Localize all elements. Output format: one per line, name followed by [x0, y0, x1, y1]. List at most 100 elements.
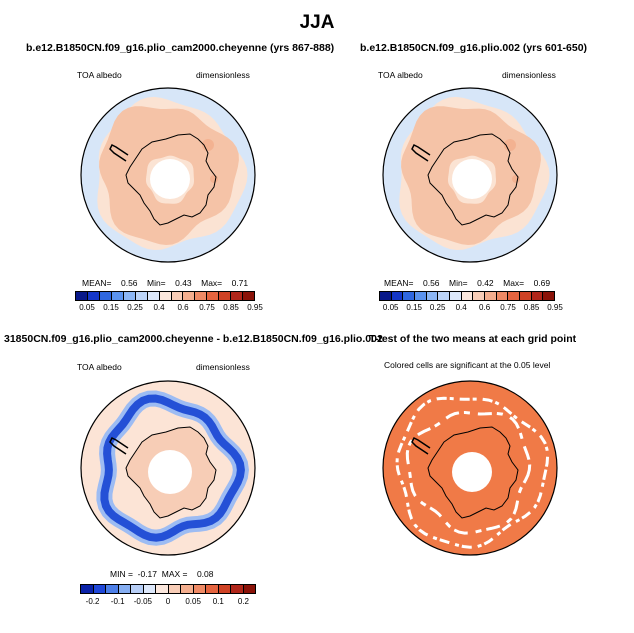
colorbar-tick-label: 0.4 — [455, 303, 467, 312]
colorbar-swatch — [461, 292, 474, 300]
colorbar-swatch — [207, 292, 220, 300]
panel-2-max-label: Max= — [503, 278, 525, 288]
coastline — [427, 426, 519, 519]
colorbar-tick-label: -0.2 — [85, 597, 100, 606]
colorbar-tick-label: -0.05 — [133, 597, 152, 606]
colorbar-tick-label: 0.25 — [127, 303, 143, 312]
map-border — [80, 87, 256, 263]
panel-1-mean-label: MEAN= — [82, 278, 112, 288]
colorbar-swatch — [111, 292, 124, 300]
map-border — [382, 87, 558, 263]
colorbar-swatch — [171, 292, 184, 300]
colorbar-swatch — [450, 292, 462, 300]
panel-1-variable-label: TOA albedo — [77, 70, 122, 80]
colorbar-swatch — [531, 292, 544, 300]
panel-3-map — [80, 380, 256, 556]
colorbar-tick-label: 0.1 — [212, 597, 224, 606]
panel-1-max-label: Max= — [201, 278, 223, 288]
panel-3-max-label: MAX = — [161, 569, 188, 579]
colorbar-tick-label: -0.1 — [110, 597, 125, 606]
colorbar-tick-label: 0.85 — [523, 303, 540, 312]
colorbar-swatch — [195, 292, 208, 300]
colorbar-swatch — [231, 585, 244, 593]
colorbar-tick-label: 0.2 — [237, 597, 249, 606]
panel-1-mean-value: 0.56 — [120, 278, 138, 288]
panel-3-stats: MIN = -0.17 MAX = 0.08 — [110, 569, 214, 579]
panel-1-units-label: dimensionless — [196, 70, 250, 80]
colorbar-swatch — [156, 585, 169, 593]
colorbar-tick-label: 0.85 — [223, 303, 239, 312]
colorbar-swatch — [415, 292, 427, 300]
non-significant-ring — [405, 410, 532, 535]
panel-2-mean-label: MEAN= — [384, 278, 414, 288]
panel-2-mean-value: 0.56 — [422, 278, 440, 288]
panel-1-stats: MEAN= 0.56 Min= 0.43 Max= 0.71 — [82, 278, 248, 288]
colorbar-tick-label: 0.15 — [103, 303, 119, 312]
colorbar-swatch — [143, 585, 156, 593]
coastline — [427, 133, 519, 226]
high-albedo-patch — [512, 175, 520, 183]
colorbar-swatch — [93, 585, 106, 593]
colorbar-swatch — [426, 292, 439, 300]
non-significant-ring — [395, 396, 550, 549]
panel-2-colorbar-ticks: 0.05 0.15 0.25 0.4 0.6 0.75 0.85 0.95 — [379, 303, 563, 315]
panel-2-title: b.e12.B1850CN.f09_g16.plio.002 (yrs 601-… — [360, 42, 588, 54]
colorbar-swatch — [193, 585, 206, 593]
colorbar-swatch — [380, 292, 392, 300]
coastline — [125, 426, 217, 519]
colorbar-swatch — [473, 292, 486, 300]
panel-1-title: b.e12.B1850CN.f09_g16.plio_cam2000.cheye… — [26, 42, 335, 54]
colorbar-swatch — [243, 585, 255, 593]
colorbar-swatch — [206, 585, 219, 593]
panel-3-units-label: dimensionless — [196, 362, 250, 372]
panel-3-variable-label: TOA albedo — [77, 362, 122, 372]
colorbar-swatch — [508, 292, 521, 300]
colorbar-tick-label: 0.6 — [177, 303, 189, 312]
peninsula-coastline — [109, 436, 129, 455]
panel-3-colorbar-ticks: -0.2 -0.1 -0.05 0 0.05 0.1 0.2 — [80, 597, 256, 609]
colorbar-tick-label: 0 — [165, 597, 171, 606]
colorbar-swatch — [496, 292, 509, 300]
panel-3-min-value: -0.17 — [137, 569, 158, 579]
panel-2-map — [382, 87, 558, 263]
panel-2-variable-label: TOA albedo — [378, 70, 423, 80]
colorbar-tick-label: 0.75 — [500, 303, 516, 312]
sea-ice-edge-negative-band — [100, 394, 245, 542]
high-albedo-patch — [210, 175, 218, 183]
colorbar-swatch — [438, 292, 451, 300]
colorbar-swatch — [123, 292, 136, 300]
colorbar-tick-label: 0.15 — [406, 303, 422, 312]
colorbar-swatch — [99, 292, 112, 300]
colorbar-tick-label: 0.75 — [199, 303, 215, 312]
map-border — [80, 380, 256, 556]
panel-1-map — [80, 87, 256, 263]
panel-2-min-label: Min= — [448, 278, 468, 288]
colorbar-tick-label: 0.6 — [479, 303, 491, 312]
colorbar-swatch — [218, 585, 231, 593]
panel-4-title: T-test of the two means at each grid poi… — [369, 333, 577, 345]
panel-1-colorbar — [75, 291, 255, 301]
colorbar-swatch — [118, 585, 131, 593]
polar-no-data-hole — [148, 450, 192, 494]
panel-3-title: 31850CN.f09_g16.plio_cam2000.cheyenne - … — [4, 333, 383, 345]
peninsula-coastline — [411, 143, 431, 162]
polar-no-data-hole — [150, 159, 190, 199]
panel-4-map — [382, 380, 558, 556]
panel-2-min-value: 0.42 — [477, 278, 494, 288]
colorbar-swatch — [159, 292, 172, 300]
colorbar-swatch — [181, 585, 194, 593]
colorbar-tick-label: 0.4 — [153, 303, 165, 312]
map-border — [382, 380, 558, 556]
colorbar-swatch — [219, 292, 232, 300]
colorbar-swatch — [106, 585, 119, 593]
colorbar-swatch — [183, 292, 196, 300]
panel-2-max-value: 0.69 — [533, 278, 551, 288]
colorbar-tick-label: 0.05 — [185, 597, 201, 606]
colorbar-swatch — [543, 292, 555, 300]
peninsula-coastline — [109, 143, 129, 162]
panel-2-stats: MEAN= 0.56 Min= 0.42 Max= 0.69 — [384, 278, 550, 288]
panel-2-units-label: dimensionless — [502, 70, 556, 80]
colorbar-swatch — [231, 292, 244, 300]
colorbar-tick-label: 0.05 — [382, 303, 399, 312]
panel-1-min-label: Min= — [146, 278, 166, 288]
